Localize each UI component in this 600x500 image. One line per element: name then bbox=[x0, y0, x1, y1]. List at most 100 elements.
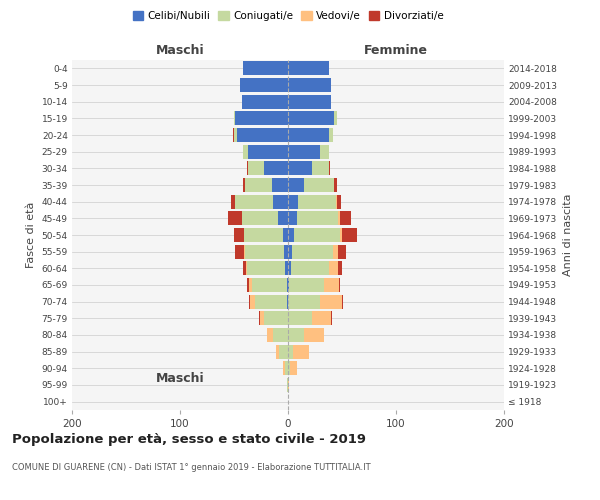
Bar bbox=[254, 294, 287, 308]
Bar bbox=[288, 244, 292, 259]
Bar bbox=[242, 261, 246, 276]
Bar bbox=[288, 328, 304, 342]
Bar bbox=[338, 261, 342, 276]
Bar bbox=[339, 278, 340, 292]
Bar bbox=[289, 278, 323, 292]
Bar bbox=[283, 361, 285, 376]
Bar bbox=[248, 162, 264, 175]
Bar bbox=[329, 261, 338, 276]
Text: Maschi: Maschi bbox=[155, 44, 205, 57]
Bar bbox=[292, 244, 334, 259]
Bar bbox=[340, 228, 342, 242]
Bar bbox=[273, 328, 288, 342]
Bar bbox=[264, 311, 288, 326]
Bar bbox=[312, 311, 331, 326]
Bar bbox=[288, 112, 334, 126]
Bar bbox=[247, 261, 285, 276]
Bar bbox=[241, 78, 288, 92]
Bar bbox=[234, 228, 244, 242]
Bar bbox=[242, 94, 288, 109]
Y-axis label: Fasce di età: Fasce di età bbox=[26, 202, 36, 268]
Bar bbox=[288, 261, 291, 276]
Bar bbox=[268, 328, 273, 342]
Bar bbox=[288, 211, 296, 226]
Bar bbox=[242, 178, 245, 192]
Bar bbox=[283, 228, 288, 242]
Bar bbox=[312, 162, 329, 175]
Bar bbox=[244, 228, 283, 242]
Bar bbox=[288, 178, 304, 192]
Bar bbox=[284, 244, 288, 259]
Bar bbox=[288, 294, 320, 308]
Text: Popolazione per età, sesso e stato civile - 2019: Popolazione per età, sesso e stato civil… bbox=[12, 432, 366, 446]
Bar bbox=[288, 194, 298, 209]
Bar bbox=[235, 244, 244, 259]
Bar bbox=[334, 112, 337, 126]
Bar bbox=[260, 311, 264, 326]
Bar bbox=[247, 278, 249, 292]
Bar bbox=[273, 194, 288, 209]
Bar bbox=[253, 278, 287, 292]
Bar bbox=[234, 112, 235, 126]
Bar bbox=[276, 344, 280, 359]
Bar bbox=[264, 162, 288, 175]
Text: Femmine: Femmine bbox=[364, 44, 428, 57]
Bar bbox=[259, 311, 260, 326]
Bar bbox=[304, 178, 334, 192]
Bar bbox=[295, 228, 340, 242]
Legend: Celibi/Nubili, Coniugati/e, Vedovi/e, Divorziati/e: Celibi/Nubili, Coniugati/e, Vedovi/e, Di… bbox=[130, 8, 446, 24]
Bar bbox=[334, 178, 337, 192]
Bar bbox=[250, 294, 254, 308]
Bar bbox=[287, 278, 288, 292]
Bar bbox=[288, 94, 331, 109]
Bar bbox=[278, 211, 288, 226]
Bar bbox=[331, 311, 332, 326]
Bar bbox=[329, 128, 334, 142]
Bar bbox=[291, 261, 329, 276]
Bar bbox=[235, 194, 273, 209]
Bar bbox=[242, 211, 278, 226]
Bar bbox=[249, 278, 253, 292]
Bar bbox=[337, 194, 341, 209]
Bar bbox=[288, 278, 289, 292]
Bar bbox=[320, 294, 342, 308]
Bar bbox=[227, 211, 242, 226]
Text: Maschi: Maschi bbox=[155, 372, 205, 385]
Bar bbox=[246, 261, 247, 276]
Bar bbox=[242, 144, 248, 159]
Bar bbox=[288, 128, 329, 142]
Bar bbox=[231, 194, 235, 209]
Bar bbox=[235, 112, 288, 126]
Bar bbox=[338, 244, 346, 259]
Bar bbox=[288, 361, 290, 376]
Bar bbox=[285, 261, 288, 276]
Bar bbox=[342, 294, 343, 308]
Bar bbox=[338, 211, 340, 226]
Bar bbox=[280, 344, 288, 359]
Bar bbox=[288, 144, 320, 159]
Bar bbox=[288, 62, 329, 76]
Y-axis label: Anni di nascita: Anni di nascita bbox=[563, 194, 573, 276]
Bar bbox=[340, 211, 350, 226]
Bar bbox=[237, 128, 288, 142]
Bar bbox=[285, 361, 288, 376]
Bar bbox=[247, 162, 248, 175]
Bar bbox=[288, 78, 331, 92]
Bar bbox=[288, 162, 312, 175]
Bar bbox=[242, 62, 288, 76]
Bar bbox=[334, 244, 338, 259]
Bar bbox=[287, 294, 288, 308]
Bar bbox=[288, 378, 289, 392]
Bar bbox=[272, 178, 288, 192]
Bar bbox=[335, 194, 337, 209]
Bar bbox=[245, 244, 284, 259]
Bar bbox=[288, 344, 293, 359]
Bar bbox=[290, 361, 296, 376]
Bar bbox=[234, 128, 237, 142]
Bar bbox=[293, 344, 308, 359]
Bar bbox=[342, 228, 357, 242]
Bar bbox=[288, 311, 312, 326]
Text: COMUNE DI GUARENE (CN) - Dati ISTAT 1° gennaio 2019 - Elaborazione TUTTITALIA.IT: COMUNE DI GUARENE (CN) - Dati ISTAT 1° g… bbox=[12, 462, 371, 471]
Bar bbox=[287, 378, 288, 392]
Bar bbox=[233, 128, 234, 142]
